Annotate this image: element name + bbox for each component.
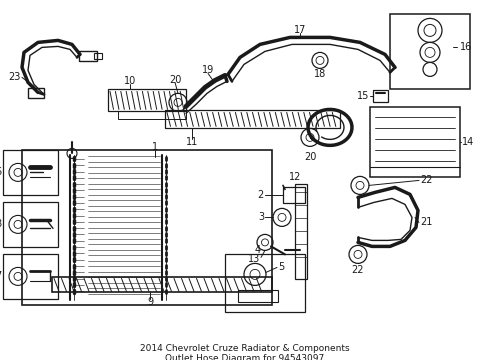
Text: 18: 18 xyxy=(313,69,325,80)
Text: 11: 11 xyxy=(185,138,198,147)
Bar xyxy=(283,188,305,203)
Text: 14: 14 xyxy=(461,138,473,147)
Text: 4: 4 xyxy=(254,246,261,255)
Text: 10: 10 xyxy=(123,76,136,86)
Bar xyxy=(224,255,305,312)
Text: 22: 22 xyxy=(351,265,364,275)
Text: 22: 22 xyxy=(419,175,431,185)
Bar xyxy=(52,278,271,292)
Text: 8: 8 xyxy=(0,219,1,229)
Text: 17: 17 xyxy=(293,26,305,35)
Text: 9: 9 xyxy=(146,297,153,307)
Bar xyxy=(238,291,278,302)
Text: 15: 15 xyxy=(356,91,368,102)
Text: 7: 7 xyxy=(0,271,1,282)
Bar xyxy=(108,89,185,111)
Bar xyxy=(294,184,306,279)
Bar xyxy=(94,53,102,59)
Text: 23: 23 xyxy=(8,72,20,82)
Bar xyxy=(389,14,469,89)
Text: Outlet Hose Diagram for 94543097: Outlet Hose Diagram for 94543097 xyxy=(164,354,324,360)
Bar xyxy=(164,111,339,129)
Bar xyxy=(22,150,271,305)
Bar xyxy=(3,150,58,195)
Text: 21: 21 xyxy=(419,217,431,228)
Text: 1: 1 xyxy=(152,143,158,152)
Bar xyxy=(3,255,58,300)
Bar xyxy=(118,111,185,120)
Text: 16: 16 xyxy=(459,42,471,53)
Text: 12: 12 xyxy=(288,172,301,183)
Bar xyxy=(369,107,459,177)
Text: 19: 19 xyxy=(202,66,214,75)
Text: 20: 20 xyxy=(303,152,316,162)
Text: 13: 13 xyxy=(247,255,260,264)
Bar xyxy=(79,51,97,62)
Text: 3: 3 xyxy=(257,212,264,222)
Text: 2014 Chevrolet Cruze Radiator & Components: 2014 Chevrolet Cruze Radiator & Componen… xyxy=(140,345,348,354)
Bar xyxy=(3,202,58,247)
Bar xyxy=(372,90,387,102)
Text: 20: 20 xyxy=(168,75,181,85)
Bar xyxy=(28,89,44,98)
Text: 2: 2 xyxy=(257,190,264,201)
Text: 5: 5 xyxy=(278,262,284,273)
Text: 6: 6 xyxy=(0,167,1,177)
